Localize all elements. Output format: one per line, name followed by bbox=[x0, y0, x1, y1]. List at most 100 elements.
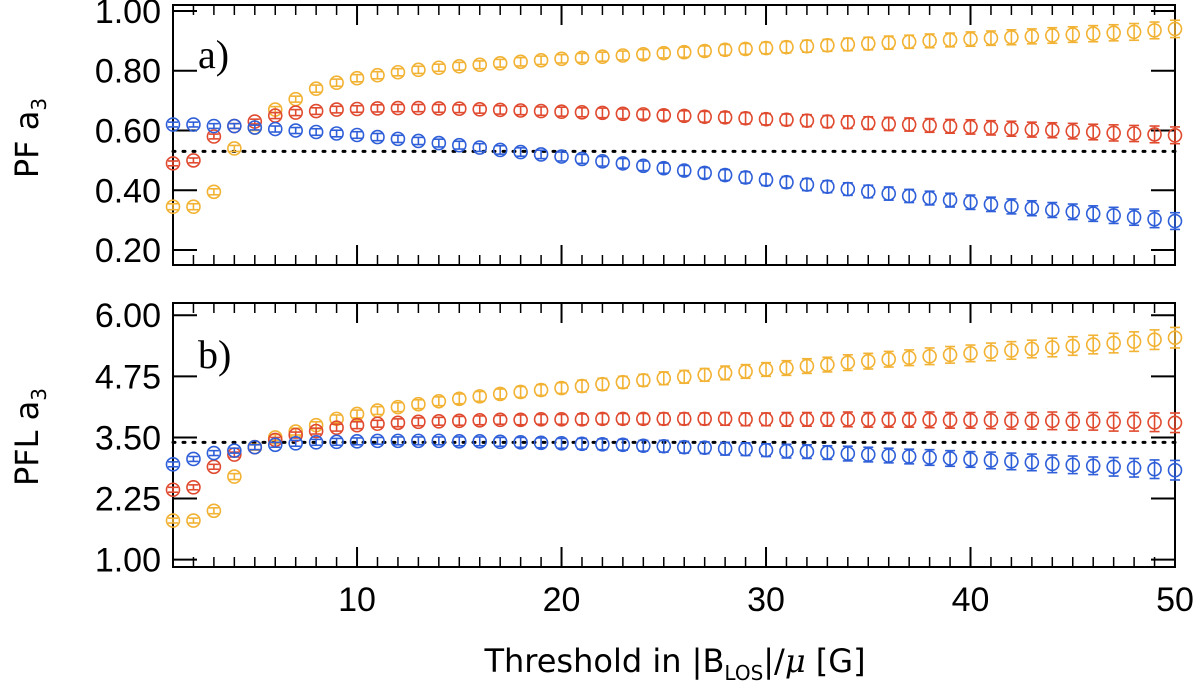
data-point-marker bbox=[636, 158, 651, 174]
panel-a-point-yellow bbox=[963, 31, 978, 48]
data-point-marker bbox=[901, 34, 917, 50]
panel-a-point-blue bbox=[492, 142, 508, 158]
data-point-marker bbox=[799, 38, 815, 54]
data-point-marker bbox=[758, 412, 774, 427]
data-point-marker bbox=[533, 382, 549, 398]
panel-b-point-red bbox=[963, 411, 978, 429]
data-point-marker bbox=[717, 441, 733, 456]
panel-b-point-blue bbox=[636, 438, 651, 454]
panel-a-point-blue bbox=[595, 153, 610, 169]
panel-b-series-blue bbox=[165, 433, 1183, 481]
panel-a-point-red bbox=[431, 101, 447, 116]
data-point-marker bbox=[513, 384, 528, 400]
panel-b-point-yellow bbox=[411, 396, 426, 412]
panel-b-point-red bbox=[676, 411, 692, 427]
data-point-marker bbox=[1126, 334, 1142, 349]
data-point-marker bbox=[1045, 202, 1060, 218]
data-point-marker bbox=[431, 433, 447, 449]
data-point-marker bbox=[656, 160, 672, 176]
panel-b-point-yellow bbox=[942, 345, 958, 364]
panel-b-point-yellow bbox=[1167, 326, 1183, 349]
data-point-marker bbox=[656, 45, 672, 61]
data-point-marker bbox=[942, 451, 958, 466]
panel-b-point-red bbox=[758, 412, 774, 427]
data-point-marker bbox=[1004, 29, 1019, 45]
panel-b-point-blue bbox=[1106, 456, 1121, 477]
panel-a-ylabel: PF a3 bbox=[8, 98, 51, 178]
panel-b-point-yellow bbox=[533, 382, 549, 398]
data-point-marker bbox=[1147, 414, 1162, 430]
panel-b-point-yellow bbox=[758, 361, 774, 378]
panel-a-point-blue bbox=[1024, 199, 1040, 217]
panel-b-point-blue bbox=[656, 438, 672, 454]
data-point-marker bbox=[206, 118, 222, 134]
panel-a-point-yellow bbox=[636, 47, 651, 62]
data-point-marker bbox=[1045, 28, 1060, 43]
data-point-marker bbox=[1167, 462, 1183, 478]
panel-b-point-blue bbox=[349, 434, 365, 449]
panel-a-point-yellow bbox=[779, 39, 794, 55]
panel-a-point-blue bbox=[676, 163, 692, 178]
panel-b-point-yellow bbox=[1024, 339, 1040, 359]
panel-a-point-blue bbox=[349, 127, 365, 143]
panel-b-point-blue bbox=[717, 441, 733, 456]
panel-b-point-yellow bbox=[983, 342, 999, 362]
data-point-marker bbox=[390, 415, 406, 431]
data-point-marker bbox=[942, 413, 958, 428]
panel-a-point-blue bbox=[963, 194, 978, 211]
panel-a-point-blue bbox=[186, 117, 201, 132]
data-point-marker bbox=[615, 411, 631, 427]
panel-b-point-red bbox=[881, 411, 897, 428]
data-point-marker bbox=[1024, 455, 1040, 470]
data-point-marker bbox=[738, 364, 753, 379]
data-point-marker bbox=[901, 188, 917, 204]
panel-a-point-red bbox=[451, 101, 467, 117]
data-point-marker bbox=[513, 412, 528, 428]
data-point-marker bbox=[1167, 415, 1183, 431]
panel-a-point-red bbox=[1004, 120, 1019, 137]
panel-b-point-yellow bbox=[922, 347, 937, 366]
data-point-marker bbox=[206, 129, 222, 144]
panel-a-point-blue bbox=[840, 181, 856, 197]
panel-b-point-red bbox=[206, 459, 222, 475]
panel-b-point-yellow bbox=[779, 359, 794, 377]
panel-b-point-blue bbox=[1004, 452, 1019, 471]
panel-a-point-blue bbox=[288, 123, 303, 138]
data-point-marker bbox=[370, 101, 385, 116]
panel-a-point-blue bbox=[370, 129, 385, 145]
data-point-marker bbox=[676, 369, 692, 385]
data-point-marker bbox=[1045, 340, 1060, 355]
data-point-marker bbox=[881, 35, 897, 50]
panel-b-point-blue bbox=[942, 449, 958, 468]
data-point-marker bbox=[329, 434, 344, 450]
data-point-marker bbox=[942, 347, 958, 363]
panel-a-point-yellow bbox=[738, 41, 753, 57]
panel-a-point-red bbox=[308, 103, 324, 119]
panel-a-point-red bbox=[881, 116, 897, 132]
data-point-marker bbox=[820, 114, 835, 129]
data-point-marker bbox=[574, 104, 590, 120]
panel-a-point-yellow bbox=[820, 38, 835, 53]
panel-b-point-yellow bbox=[370, 403, 385, 418]
data-point-marker bbox=[1065, 338, 1081, 354]
panel-b-point-yellow bbox=[165, 513, 181, 528]
data-point-marker bbox=[820, 179, 835, 195]
data-point-marker bbox=[922, 190, 937, 206]
data-point-marker bbox=[1085, 458, 1101, 474]
data-point-marker bbox=[411, 133, 426, 149]
panel-a-point-yellow bbox=[492, 55, 508, 71]
panel-a-ytick-label: 0.40 bbox=[95, 172, 161, 210]
data-point-marker bbox=[451, 434, 467, 449]
panel-a-point-red bbox=[656, 107, 672, 123]
data-point-marker bbox=[308, 81, 324, 96]
data-point-marker bbox=[329, 75, 344, 91]
data-point-marker bbox=[1004, 121, 1019, 137]
data-point-marker bbox=[431, 135, 447, 151]
data-point-marker bbox=[554, 412, 569, 427]
data-point-marker bbox=[492, 102, 508, 118]
panel-a-point-red bbox=[349, 101, 365, 117]
panel-a-point-red bbox=[1045, 121, 1060, 139]
panel-a-point-yellow bbox=[799, 38, 815, 54]
data-point-marker bbox=[860, 353, 876, 369]
panel-a-point-yellow bbox=[656, 45, 672, 61]
